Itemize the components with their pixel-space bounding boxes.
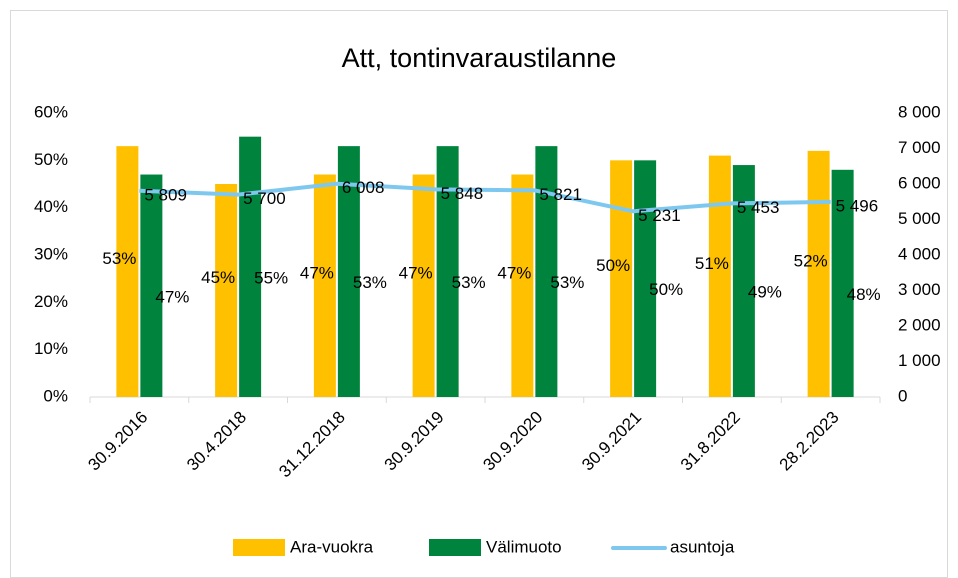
data-label: 5 848	[441, 184, 484, 203]
bar	[831, 169, 854, 397]
bar	[610, 160, 633, 397]
bar	[239, 136, 262, 397]
legend-label: Välimuoto	[486, 537, 562, 556]
data-label: 53%	[452, 273, 486, 292]
data-label: 48%	[847, 285, 881, 304]
y2-tick-label: 7 000	[898, 138, 941, 157]
data-label: 6 008	[342, 178, 385, 197]
legend-swatch	[429, 539, 481, 556]
data-label: 53%	[550, 273, 584, 292]
y2-tick-label: 4 000	[898, 244, 941, 263]
data-label: 5 231	[638, 206, 681, 225]
data-label: 55%	[254, 268, 288, 287]
y2-tick-label: 3 000	[898, 280, 941, 299]
data-label: 51%	[695, 254, 729, 273]
bar	[337, 146, 360, 397]
y-tick-label: 0%	[43, 386, 68, 405]
data-label: 49%	[748, 283, 782, 302]
bar	[313, 174, 336, 397]
data-label: 53%	[102, 249, 136, 268]
data-label: 47%	[300, 263, 334, 282]
legend-label: Ara-vuokra	[290, 537, 374, 556]
data-label: 5 821	[539, 185, 582, 204]
bar	[140, 174, 163, 397]
bar	[215, 184, 238, 397]
data-label: 5 809	[144, 185, 187, 204]
legend-label: asuntoja	[670, 537, 735, 556]
y2-tick-label: 0	[898, 386, 907, 405]
bar	[732, 165, 755, 397]
bar	[116, 146, 139, 397]
data-label: 45%	[201, 268, 235, 287]
y-tick-label: 40%	[34, 197, 68, 216]
y2-tick-label: 5 000	[898, 209, 941, 228]
chart-title: Att, tontinvaraustilanne	[342, 43, 617, 73]
data-label: 53%	[353, 273, 387, 292]
y-tick-label: 10%	[34, 339, 68, 358]
data-label: 5 453	[737, 198, 780, 217]
bar	[412, 174, 435, 397]
y-tick-label: 20%	[34, 292, 68, 311]
data-label: 5 700	[243, 189, 286, 208]
data-label: 47%	[155, 287, 189, 306]
data-label: 47%	[497, 263, 531, 282]
bar	[535, 146, 558, 397]
data-label: 47%	[399, 263, 433, 282]
bar	[807, 150, 830, 397]
y-tick-label: 50%	[34, 150, 68, 169]
bar	[436, 146, 459, 397]
data-label: 5 496	[836, 196, 879, 215]
bar	[708, 155, 731, 397]
data-label: 50%	[596, 256, 630, 275]
chart-border	[10, 10, 948, 578]
line	[139, 181, 831, 214]
bar	[634, 160, 657, 397]
y-tick-label: 30%	[34, 244, 68, 263]
y2-tick-label: 6 000	[898, 173, 941, 192]
y-tick-label: 60%	[34, 102, 68, 121]
data-label: 50%	[649, 280, 683, 299]
y2-tick-label: 2 000	[898, 315, 941, 334]
data-label: 52%	[794, 251, 828, 270]
legend-swatch	[233, 539, 285, 556]
y2-tick-label: 8 000	[898, 102, 941, 121]
y2-tick-label: 1 000	[898, 351, 941, 370]
bar	[511, 174, 534, 397]
